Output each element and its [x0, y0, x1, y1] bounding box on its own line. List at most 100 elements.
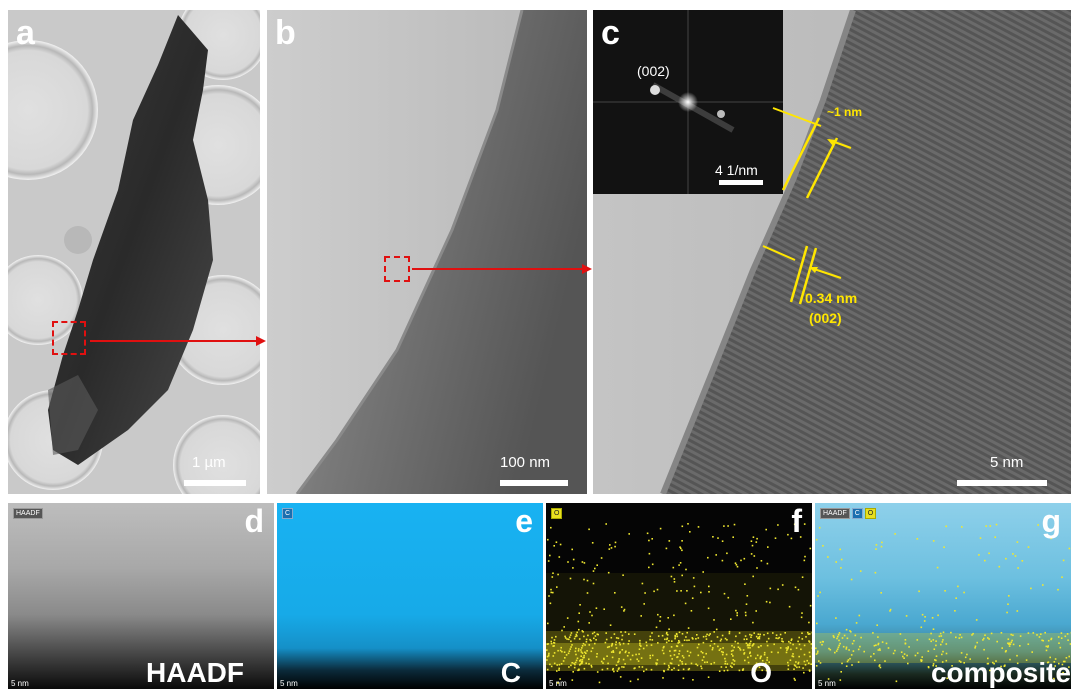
map-dot — [617, 660, 620, 662]
map-dot — [958, 660, 961, 662]
map-dot — [857, 648, 860, 651]
map-dot — [721, 634, 724, 637]
map-dot — [716, 636, 719, 638]
map-dot — [559, 543, 562, 546]
map-dot — [580, 651, 583, 653]
map-dot — [639, 644, 641, 646]
map-dot — [817, 595, 819, 597]
map-dot — [746, 644, 749, 647]
map-dot — [617, 668, 620, 670]
map-dot — [717, 537, 719, 539]
map-dot — [753, 555, 756, 557]
map-dot — [713, 619, 715, 621]
map-dot — [892, 652, 895, 655]
map-dot — [688, 654, 690, 657]
map-dot — [794, 679, 796, 681]
map-dot — [588, 663, 590, 665]
map-dot — [732, 655, 734, 657]
map-dot — [619, 676, 622, 678]
map-dot — [666, 631, 668, 634]
map-dot — [994, 536, 996, 538]
map-dot — [835, 650, 838, 652]
map-dot — [667, 664, 670, 667]
map-dot — [617, 637, 620, 640]
map-dot — [640, 615, 642, 617]
map-dot — [586, 650, 588, 652]
map-dot — [584, 651, 586, 654]
map-dot — [979, 537, 982, 539]
map-dot — [583, 654, 585, 657]
map-dot — [1016, 541, 1019, 543]
map-dot — [788, 605, 791, 608]
map-dot — [636, 658, 638, 661]
panel-f: O f O 5 nm — [546, 503, 812, 689]
map-dot — [550, 640, 552, 643]
map-dot — [552, 591, 554, 594]
map-dot — [651, 639, 654, 641]
map-dot — [724, 662, 726, 665]
map-dot — [578, 668, 580, 671]
map-dot — [781, 638, 783, 640]
map-dot — [752, 621, 754, 624]
map-dot — [790, 639, 793, 642]
map-dot — [605, 638, 608, 641]
map-dot — [838, 639, 840, 642]
map-dot — [643, 603, 645, 605]
map-dot — [1012, 553, 1014, 555]
map-dot — [755, 610, 757, 612]
map-dot — [793, 664, 796, 666]
map-dot — [581, 652, 584, 654]
map-dot — [674, 636, 677, 638]
map-dot — [942, 639, 944, 641]
map-dot — [955, 636, 957, 639]
map-dot — [927, 650, 930, 652]
map-dot — [585, 641, 588, 643]
tag-c-g: C — [851, 508, 863, 519]
map-dot — [676, 645, 679, 648]
map-dot — [601, 668, 604, 671]
map-dot — [609, 624, 612, 626]
map-dot — [572, 567, 574, 569]
map-dot — [934, 659, 936, 661]
map-dot — [742, 668, 745, 670]
map-dot — [583, 562, 586, 564]
map-dot — [602, 662, 604, 664]
map-dot — [1027, 546, 1030, 548]
map-dot — [639, 639, 641, 642]
map-dot — [637, 660, 640, 662]
map-dot — [851, 664, 853, 666]
map-dot — [736, 612, 738, 614]
map-dot — [798, 655, 800, 658]
map-dot — [761, 669, 763, 672]
map-dot — [681, 663, 684, 665]
map-dot — [646, 644, 648, 647]
map-dot — [568, 638, 570, 641]
map-dot — [946, 677, 948, 680]
map-dot — [697, 637, 700, 639]
map-dot — [549, 602, 552, 605]
map-dot — [1068, 655, 1070, 658]
map-dot — [725, 653, 728, 656]
map-dot — [731, 666, 733, 668]
map-dot — [839, 548, 841, 551]
map-dot — [614, 541, 617, 544]
map-dot — [600, 557, 603, 559]
map-dot — [713, 661, 716, 664]
map-dot — [678, 564, 680, 566]
map-dot — [683, 639, 686, 641]
map-dot — [666, 638, 668, 641]
map-dot — [744, 611, 747, 614]
map-dot — [1050, 537, 1052, 540]
map-dot — [591, 614, 593, 617]
map-dot — [670, 646, 673, 648]
map-dot — [681, 540, 683, 542]
map-dot — [743, 557, 746, 560]
map-dot — [661, 634, 664, 637]
map-dot — [723, 525, 725, 527]
map-dot — [738, 632, 741, 634]
map-dot — [809, 547, 812, 550]
map-dot — [990, 632, 993, 635]
map-dot — [838, 644, 840, 647]
map-dot — [768, 661, 770, 663]
map-dot — [550, 642, 553, 645]
